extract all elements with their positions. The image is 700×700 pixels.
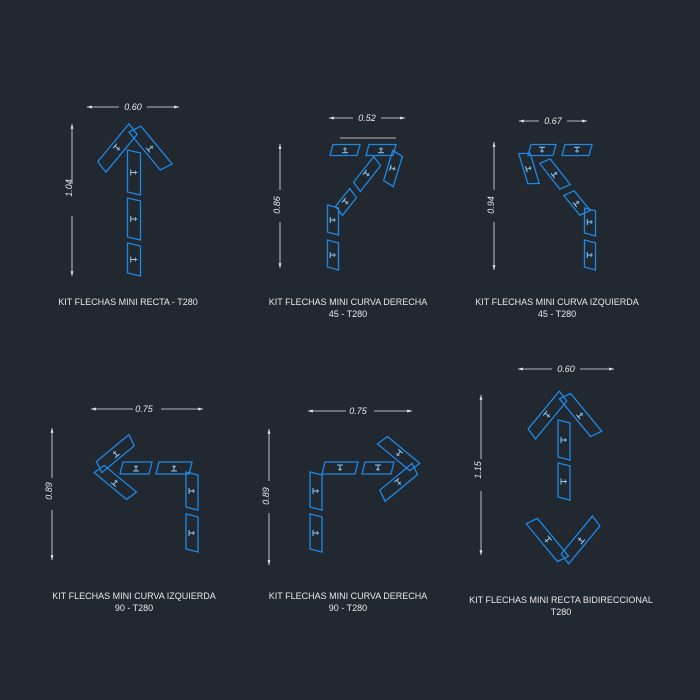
arrow-head-right — [376, 435, 421, 472]
arrow-head-right — [560, 515, 601, 565]
width-dim-curva-izquierda-90: 0.75 — [135, 404, 153, 414]
arrow-segment — [119, 461, 153, 475]
arrow-segment — [155, 461, 193, 475]
arrow-segment — [126, 197, 142, 241]
arrow-segment — [361, 461, 395, 475]
arrow-segment — [352, 155, 382, 193]
arrow-segment — [185, 513, 199, 553]
arrow-segment — [126, 242, 142, 277]
arrow-segment — [334, 187, 358, 217]
arrow-segment — [561, 143, 593, 157]
width-dim-curva-izquierda-45: 0.67 — [544, 116, 562, 126]
arrow-segment — [185, 471, 199, 511]
width-dim-recta: 0.60 — [124, 102, 142, 112]
title-curva-izquierda-45: KIT FLECHAS MINI CURVA IZQUIERDA 45 - T28… — [475, 297, 639, 319]
arrow-segment — [326, 204, 340, 236]
arrow-segment — [126, 149, 142, 196]
arrow-segment — [527, 143, 557, 157]
title-curva-derecha-90: KIT FLECHAS MINI CURVA DERECHA 90 - T280 — [268, 591, 428, 613]
title-curva-izquierda-90: KIT FLECHAS MINI CURVA IZQUIERDA 90 - T28… — [52, 591, 216, 613]
arrow-head-left — [127, 125, 174, 171]
height-dim-recta-bidireccional: 1.15 — [473, 461, 483, 479]
arrow-head-right — [96, 122, 138, 174]
width-dim-curva-derecha-45: 0.52 — [358, 113, 376, 123]
arrow-head-left — [558, 392, 603, 438]
arrow-segment — [583, 239, 597, 271]
width-dim-recta-bidireccional: 0.60 — [557, 364, 575, 374]
arrow-segment — [382, 149, 404, 188]
arrow-head-left — [525, 517, 570, 563]
arrow-segment — [557, 419, 571, 461]
height-dim-curva-izquierda-45: 0.94 — [486, 196, 496, 214]
height-dim-curva-derecha-90: 0.89 — [261, 487, 271, 505]
arrow-segment — [309, 471, 323, 511]
arrow-segment — [557, 462, 571, 501]
arrow-recta — [96, 122, 174, 277]
arrow-recta-bidireccional — [525, 390, 603, 565]
height-dim-curva-izquierda-90: 0.89 — [44, 482, 54, 500]
arrow-segment — [583, 207, 597, 237]
arrow-head-left — [379, 462, 419, 503]
arrow-segment — [326, 239, 340, 271]
arrow-segment — [365, 143, 397, 157]
arrow-curva-izquierda-90 — [93, 433, 199, 553]
arrow-segment — [538, 158, 572, 190]
arrow-head-right — [93, 464, 138, 501]
arrow-segment — [329, 143, 361, 157]
arrow-curva-izquierda-45 — [517, 143, 597, 271]
arrow-segment — [309, 513, 323, 553]
title-curva-derecha-45: KIT FLECHAS MINI CURVA DERECHA 45 - T280 — [268, 297, 428, 319]
arrow-curva-derecha-45 — [326, 143, 404, 271]
arrow-head-left — [95, 433, 135, 474]
height-dim-curva-derecha-45: 0.86 — [272, 196, 282, 214]
arrow-head-right — [527, 390, 568, 440]
title-recta-bidireccional: KIT FLECHAS MINI RECTA BIDIRECCIONAL T280 — [469, 595, 653, 617]
width-dim-curva-derecha-90: 0.75 — [349, 406, 367, 416]
height-dim-recta: 1.04 — [64, 179, 74, 197]
arrow-segment — [562, 190, 592, 216]
arrow-segment — [321, 461, 359, 475]
arrow-segment — [517, 152, 541, 185]
arrow-curva-derecha-90 — [309, 435, 421, 553]
title-recta: KIT FLECHAS MINI RECTA - T280 — [58, 297, 198, 307]
